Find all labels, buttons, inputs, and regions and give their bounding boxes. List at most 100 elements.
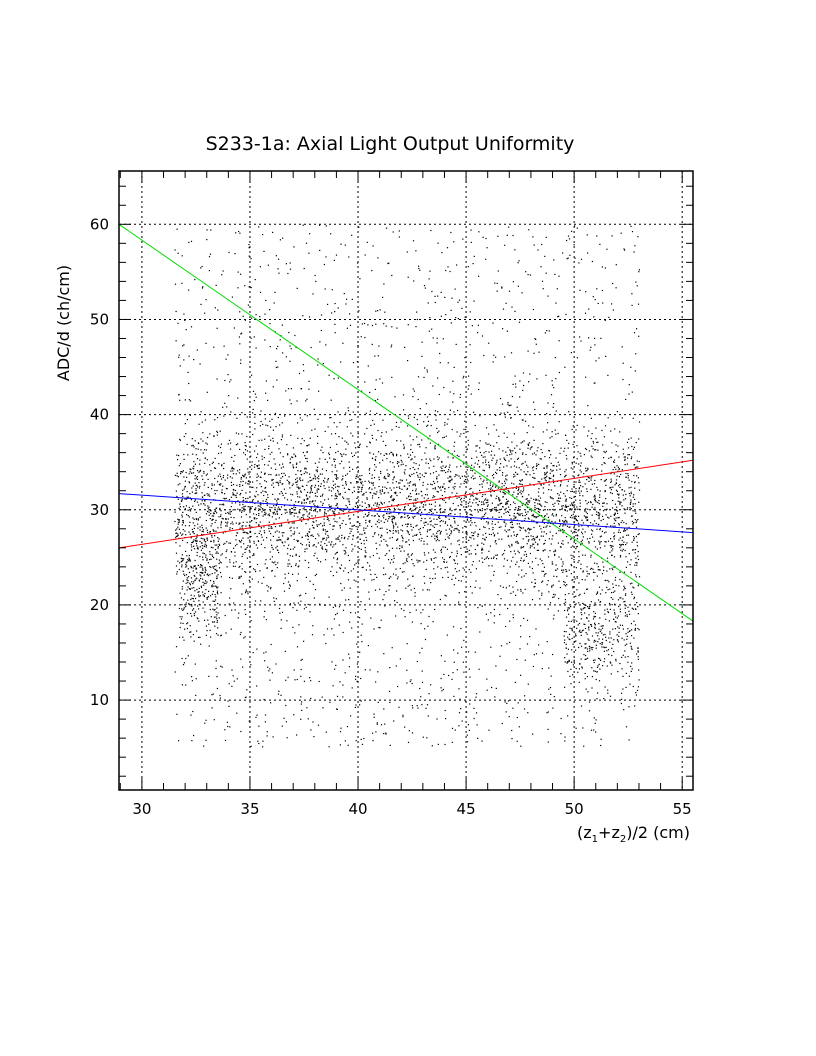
scatter-point — [311, 634, 314, 636]
scatter-point — [314, 552, 316, 554]
scatter-point — [585, 500, 587, 502]
scatter-point — [618, 485, 620, 487]
scatter-point — [444, 488, 446, 490]
scatter-point — [191, 587, 193, 589]
scatter-point — [257, 740, 259, 742]
scatter-point — [418, 560, 420, 562]
scatter-point — [441, 252, 443, 254]
scatter-point — [565, 469, 567, 471]
scatter-point — [463, 546, 465, 548]
scatter-point — [588, 701, 591, 703]
scatter-point — [331, 289, 333, 291]
scatter-point — [522, 515, 524, 517]
scatter-point — [580, 631, 582, 633]
scatter-point — [490, 508, 493, 510]
scatter-point — [276, 442, 279, 444]
scatter-point — [344, 740, 346, 742]
scatter-point — [593, 382, 595, 384]
scatter-point — [575, 603, 577, 605]
scatter-point — [269, 551, 271, 553]
scatter-point — [210, 502, 212, 504]
scatter-point — [357, 345, 359, 347]
scatter-point — [425, 707, 427, 709]
scatter-point — [601, 464, 603, 466]
scatter-point — [589, 568, 592, 570]
scatter-point — [534, 507, 536, 509]
scatter-point — [389, 530, 392, 532]
scatter-point — [631, 445, 633, 448]
scatter-point — [470, 361, 472, 364]
scatter-point — [326, 461, 328, 463]
scatter-point — [421, 355, 423, 357]
scatter-point — [436, 337, 438, 339]
scatter-point — [523, 546, 525, 548]
scatter-point — [393, 557, 395, 559]
scatter-point — [605, 478, 607, 481]
scatter-point — [527, 500, 529, 502]
scatter-point — [193, 734, 195, 737]
scatter-point — [496, 554, 498, 556]
scatter-point — [368, 513, 370, 515]
scatter-point — [273, 458, 275, 460]
scatter-point — [467, 444, 469, 446]
scatter-point — [573, 527, 575, 529]
scatter-point — [500, 598, 502, 600]
scatter-point — [444, 660, 446, 662]
scatter-point — [234, 555, 236, 557]
scatter-point — [209, 574, 211, 576]
scatter-point — [213, 600, 216, 602]
scatter-point — [365, 522, 367, 524]
scatter-point — [202, 578, 204, 580]
scatter-point — [560, 530, 562, 532]
scatter-point — [614, 535, 616, 537]
scatter-point — [597, 599, 600, 601]
scatter-point — [544, 549, 546, 551]
scatter-point — [451, 453, 453, 455]
scatter-point — [469, 536, 471, 538]
scatter-point — [256, 465, 259, 468]
scatter-point — [501, 286, 503, 288]
scatter-point — [208, 270, 210, 272]
scatter-point — [424, 521, 426, 523]
scatter-point — [197, 448, 199, 450]
scatter-point — [476, 724, 478, 726]
scatter-point — [349, 470, 351, 472]
scatter-point — [220, 483, 222, 485]
scatter-point — [512, 450, 514, 452]
scatter-point — [434, 496, 436, 498]
scatter-point — [564, 517, 566, 519]
scatter-point — [368, 506, 370, 508]
scatter-point — [308, 513, 310, 515]
grid — [119, 171, 693, 790]
scatter-point — [420, 520, 422, 522]
scatter-point — [179, 438, 181, 440]
scatter-point — [364, 502, 366, 504]
scatter-point — [638, 629, 640, 631]
scatter-point — [552, 653, 554, 656]
scatter-point — [532, 543, 534, 545]
scatter-point — [617, 531, 619, 533]
scatter-point — [420, 490, 423, 493]
scatter-point — [515, 535, 517, 537]
scatter-point — [235, 539, 237, 541]
scatter-point — [203, 595, 205, 597]
scatter-point — [382, 515, 384, 517]
scatter-point — [293, 538, 295, 541]
scatter-point — [564, 524, 566, 526]
scatter-point — [371, 482, 373, 484]
scatter-point — [507, 529, 509, 531]
scatter-point — [195, 540, 197, 543]
scatter-point — [271, 507, 273, 509]
scatter-point — [556, 465, 558, 467]
scatter-point — [346, 726, 349, 728]
scatter-point — [545, 533, 548, 535]
scatter-point — [238, 433, 240, 435]
scatter-point — [386, 553, 388, 555]
scatter-point — [447, 477, 449, 479]
scatter-point — [245, 498, 247, 500]
scatter-point — [322, 529, 324, 531]
scatter-point — [460, 483, 462, 485]
scatter-point — [460, 503, 462, 506]
scatter-point — [469, 311, 471, 313]
scatter-point — [309, 528, 311, 530]
